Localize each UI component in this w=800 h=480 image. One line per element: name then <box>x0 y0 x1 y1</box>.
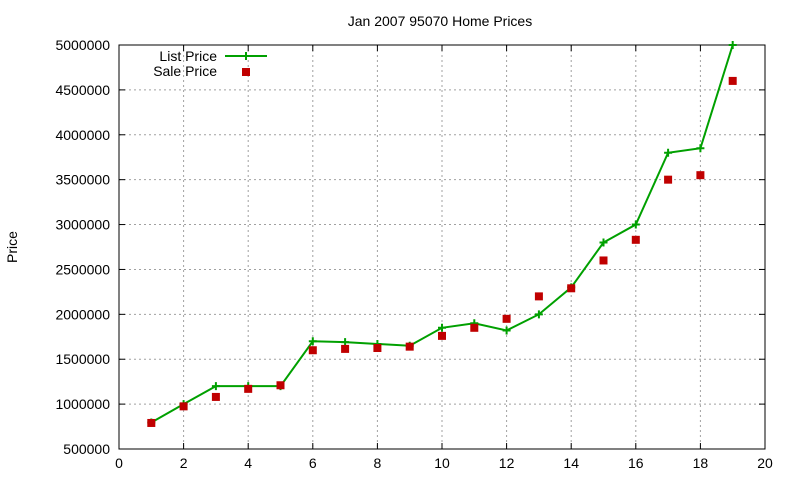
sale-price-point <box>211 392 220 401</box>
sale-price-point <box>502 314 511 323</box>
list-price-point <box>664 148 673 157</box>
list-price-point <box>631 220 640 229</box>
sale-price-point <box>470 323 479 332</box>
y-tick-label: 3000000 <box>55 217 110 233</box>
sale-price-point <box>664 175 673 184</box>
list-price-point <box>211 382 220 391</box>
x-tick-label: 10 <box>434 455 450 471</box>
y-tick-label: 2500000 <box>55 261 110 277</box>
y-tick-label: 3500000 <box>55 172 110 188</box>
x-tick-label: 2 <box>180 455 188 471</box>
x-tick-label: 12 <box>499 455 515 471</box>
sale-price-point <box>276 381 285 390</box>
sale-price-point <box>728 76 737 85</box>
series <box>147 41 737 427</box>
sale-price-point <box>244 384 253 393</box>
y-tick-label: 2000000 <box>55 306 110 322</box>
sale-price-point <box>147 418 156 427</box>
x-tick-labels: 0 2 4 6 8 10 12 14 16 18 20 <box>115 455 773 471</box>
list-price-point <box>502 326 511 335</box>
legend-label-sale-price: Sale Price <box>153 63 217 79</box>
list-price-point <box>728 41 737 49</box>
list-price-point <box>534 310 543 319</box>
legend-marker-sale-price <box>242 68 250 76</box>
legend: List Price Sale Price <box>153 48 267 79</box>
list-price-point <box>341 338 350 347</box>
x-tick-label: 6 <box>309 455 317 471</box>
list-price-point <box>438 323 446 332</box>
sale-price-point <box>599 256 608 265</box>
list-price-point <box>696 144 705 153</box>
sale-price-point <box>341 344 350 353</box>
x-tick-label: 20 <box>757 455 773 471</box>
legend-marker-list-price <box>242 52 250 60</box>
x-tick-label: 18 <box>693 455 709 471</box>
list-price-point <box>599 238 608 247</box>
y-tick-label: 1500000 <box>55 351 110 367</box>
sale-price-point <box>405 342 414 351</box>
y-tick-label: 1000000 <box>55 396 110 412</box>
x-tick-label: 14 <box>563 455 579 471</box>
x-tick-label: 8 <box>374 455 382 471</box>
sale-price-point <box>179 402 188 411</box>
y-axis-label: Price <box>4 231 20 263</box>
y-tick-label: 500000 <box>63 441 110 457</box>
y-tick-label: 4000000 <box>55 127 110 143</box>
sale-price-point <box>567 284 576 293</box>
y-tick-label: 5000000 <box>55 37 110 53</box>
sale-price-point <box>534 292 543 301</box>
sale-price-point <box>308 346 317 355</box>
sale-price-point <box>696 171 705 180</box>
x-tick-label: 0 <box>115 455 123 471</box>
grid-lines <box>119 45 765 449</box>
axis-ticks <box>118 44 766 450</box>
sale-price-point <box>631 235 640 244</box>
chart-title: Jan 2007 95070 Home Prices <box>348 13 532 29</box>
sale-price-point <box>438 331 446 340</box>
y-tick-labels: 500000 1000000 1500000 2000000 2500000 300000… <box>55 37 110 457</box>
x-tick-label: 4 <box>244 455 252 471</box>
list-price-point <box>308 337 317 346</box>
legend-label-list-price: List Price <box>159 48 217 64</box>
y-tick-label: 4500000 <box>55 82 110 98</box>
x-tick-label: 16 <box>628 455 644 471</box>
sale-price-point <box>373 344 382 352</box>
